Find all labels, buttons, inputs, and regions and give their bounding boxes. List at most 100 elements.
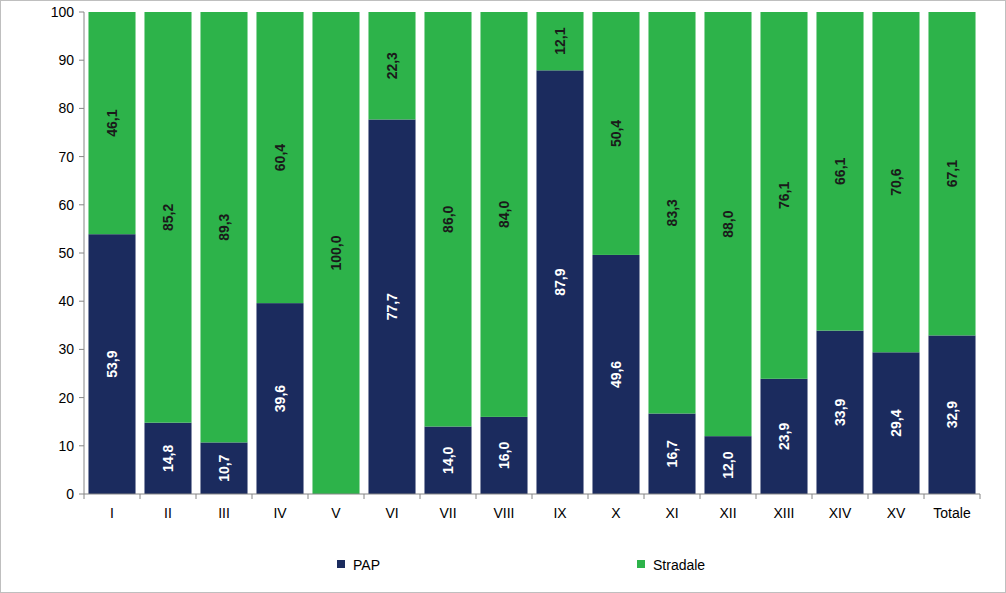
- bar-segment: [256, 303, 303, 494]
- data-label: 39,6: [272, 385, 288, 412]
- data-label: 50,4: [608, 120, 624, 147]
- data-label: 12,0: [720, 451, 736, 478]
- x-tick-label: X: [611, 505, 621, 521]
- bar-segment: [88, 234, 135, 494]
- x-tick-label: VI: [385, 505, 398, 521]
- data-label: 86,0: [440, 205, 456, 232]
- bar-segment: [648, 12, 695, 414]
- x-tick-label: XIII: [773, 505, 794, 521]
- bar-segment: [536, 12, 583, 70]
- y-tick-label: 10: [58, 438, 74, 454]
- data-label: 53,9: [104, 350, 120, 377]
- bar-segment: [704, 12, 751, 436]
- bar-segment: [144, 12, 191, 423]
- y-tick: [79, 494, 84, 495]
- x-tick: [588, 494, 589, 499]
- y-tick: [79, 301, 84, 302]
- x-tick-label: IV: [273, 505, 287, 521]
- x-tick: [308, 494, 309, 499]
- data-label: 49,6: [608, 361, 624, 388]
- legend-swatch: [337, 560, 345, 568]
- x-tick-label: IX: [553, 505, 567, 521]
- data-label: 16,0: [496, 442, 512, 469]
- bar-segment: [480, 417, 527, 494]
- x-tick: [364, 494, 365, 499]
- bar-segment: [592, 12, 639, 255]
- x-tick-label: V: [331, 505, 341, 521]
- data-label: 12,1: [552, 27, 568, 54]
- bar-segment: [872, 12, 919, 352]
- x-tick-label: VII: [439, 505, 456, 521]
- data-label: 14,8: [160, 444, 176, 471]
- x-tick: [196, 494, 197, 499]
- y-tick: [79, 12, 84, 13]
- frame: [1, 1, 1006, 593]
- bar-segment: [368, 12, 415, 119]
- data-label: 85,2: [160, 203, 176, 230]
- bar-segment: [928, 12, 975, 335]
- data-label: 70,6: [888, 168, 904, 195]
- y-tick: [79, 60, 84, 61]
- x-tick: [420, 494, 421, 499]
- x-tick: [868, 494, 869, 499]
- x-tick-label: XII: [719, 505, 736, 521]
- data-label: 76,1: [776, 182, 792, 209]
- bar-segment: [480, 12, 527, 417]
- x-tick: [84, 494, 85, 499]
- bar-segment: [928, 335, 975, 494]
- data-label: 23,9: [776, 423, 792, 450]
- x-tick-label: VIII: [493, 505, 514, 521]
- x-tick: [140, 494, 141, 499]
- y-tick: [79, 108, 84, 109]
- x-tick: [980, 494, 981, 499]
- x-tick-label: I: [110, 505, 114, 521]
- x-tick-label: Totale: [933, 505, 971, 521]
- y-tick-label: 30: [58, 341, 74, 357]
- x-tick-label: XIV: [829, 505, 852, 521]
- bar-segment: [648, 414, 695, 494]
- x-tick-label: III: [218, 505, 230, 521]
- legend-swatch: [637, 560, 645, 568]
- bar-segment: [760, 379, 807, 494]
- x-tick: [532, 494, 533, 499]
- bar-segment: [536, 70, 583, 494]
- bar-segment: [424, 12, 471, 427]
- data-label: 83,3: [664, 199, 680, 226]
- legend-label: PAP: [353, 557, 380, 573]
- chart: 0102030405060708090100IIIIIIIVVVIVIIVIII…: [0, 0, 1006, 593]
- y-tick-label: 70: [58, 149, 74, 165]
- data-label: 33,9: [832, 398, 848, 425]
- bar-segment: [200, 442, 247, 494]
- x-tick: [476, 494, 477, 499]
- data-label: 67,1: [944, 160, 960, 187]
- x-tick: [252, 494, 253, 499]
- x-tick-label: XI: [665, 505, 678, 521]
- data-label: 87,9: [552, 268, 568, 295]
- bars: [88, 12, 975, 494]
- legend-label: Stradale: [653, 557, 705, 573]
- data-label: 89,3: [216, 213, 232, 240]
- bar-segment: [88, 12, 135, 234]
- data-label: 46,1: [104, 109, 120, 136]
- x-tick: [756, 494, 757, 499]
- bar-segment: [312, 12, 359, 494]
- data-label: 60,4: [272, 144, 288, 171]
- x-tick: [812, 494, 813, 499]
- data-label: 84,0: [496, 201, 512, 228]
- data-label: 29,4: [888, 409, 904, 436]
- data-label: 22,3: [384, 52, 400, 79]
- y-tick: [79, 397, 84, 398]
- x-tick-label: XV: [887, 505, 906, 521]
- data-label: 14,0: [440, 446, 456, 473]
- data-label: 16,7: [664, 440, 680, 467]
- y-tick: [79, 445, 84, 446]
- data-label: 32,9: [944, 401, 960, 428]
- data-label: 100,0: [328, 235, 344, 270]
- bar-segment: [592, 255, 639, 494]
- x-tick-label: II: [164, 505, 172, 521]
- y-tick: [79, 156, 84, 157]
- bar-segment: [200, 12, 247, 442]
- bar-segment: [760, 12, 807, 379]
- y-tick: [79, 204, 84, 205]
- y-tick: [79, 349, 84, 350]
